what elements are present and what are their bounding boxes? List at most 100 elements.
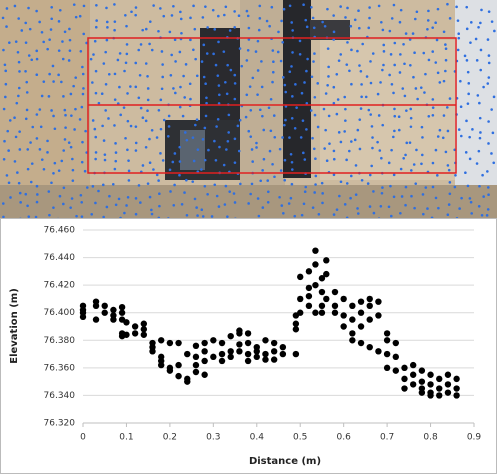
x-tick-label: 0.3 bbox=[206, 433, 220, 443]
lidar-point bbox=[200, 60, 204, 63]
lidar-point bbox=[268, 149, 272, 153]
data-point bbox=[79, 306, 87, 314]
lidar-point bbox=[328, 142, 331, 145]
lidar-point bbox=[227, 131, 230, 134]
data-point bbox=[357, 339, 365, 347]
lidar-point bbox=[468, 157, 472, 161]
lidar-point bbox=[262, 157, 266, 161]
lidar-point bbox=[247, 26, 251, 30]
lidar-point bbox=[72, 3, 76, 6]
lidar-point bbox=[74, 107, 77, 111]
lidar-point bbox=[250, 148, 254, 151]
lidar-point bbox=[180, 31, 183, 35]
lidar-point bbox=[290, 21, 294, 24]
lidar-point bbox=[35, 184, 39, 188]
data-point bbox=[101, 302, 108, 310]
x-tick-label: 0.2 bbox=[163, 433, 177, 443]
lidar-point bbox=[2, 202, 5, 205]
lidar-point bbox=[50, 5, 54, 9]
lidar-point bbox=[356, 128, 360, 132]
lidar-point bbox=[282, 76, 285, 79]
lidar-point bbox=[100, 92, 104, 96]
lidar-point bbox=[137, 96, 141, 100]
lidar-point bbox=[491, 131, 495, 135]
lidar-point bbox=[146, 87, 150, 90]
lidar-point bbox=[116, 102, 120, 105]
data-point bbox=[349, 316, 356, 323]
lidar-point bbox=[4, 82, 8, 86]
lidar-point bbox=[415, 10, 419, 14]
lidar-point bbox=[431, 185, 435, 189]
lidar-point bbox=[62, 202, 65, 206]
lidar-point bbox=[438, 81, 442, 84]
lidar-point bbox=[349, 24, 353, 28]
lidar-point bbox=[312, 26, 316, 30]
lidar-point bbox=[134, 212, 138, 216]
lidar-point bbox=[393, 63, 396, 67]
lidar-point bbox=[27, 6, 30, 10]
lidar-point bbox=[493, 29, 496, 33]
lidar-point bbox=[168, 30, 172, 34]
lidar-point bbox=[492, 95, 496, 99]
lidar-point bbox=[25, 91, 29, 94]
lidar-point bbox=[457, 36, 461, 40]
lidar-point bbox=[458, 207, 461, 210]
data-point bbox=[236, 330, 243, 337]
lidar-point bbox=[381, 68, 384, 72]
lidar-point bbox=[206, 193, 209, 196]
lidar-point bbox=[283, 178, 287, 182]
chart: Elevation (m) Distance (m) 76.320 76.340 7… bbox=[0, 218, 497, 474]
lidar-point bbox=[358, 64, 361, 67]
lidar-point bbox=[67, 59, 71, 62]
data-point bbox=[244, 339, 252, 347]
lidar-point bbox=[465, 5, 469, 9]
lidar-point bbox=[2, 158, 6, 161]
lidar-point bbox=[101, 124, 104, 128]
lidar-point bbox=[159, 7, 162, 10]
lidar-point bbox=[345, 158, 348, 162]
lidar-point bbox=[327, 114, 331, 118]
lidar-point bbox=[61, 57, 65, 61]
lidar-point bbox=[368, 16, 371, 20]
lidar-point bbox=[299, 136, 303, 139]
lidar-point bbox=[71, 168, 75, 172]
lidar-point bbox=[389, 214, 393, 218]
lidar-point bbox=[14, 135, 18, 139]
lidar-point bbox=[118, 52, 122, 55]
lidar-point bbox=[335, 208, 339, 211]
lidar-point bbox=[427, 114, 431, 118]
lidar-point bbox=[211, 8, 215, 12]
lidar-point bbox=[453, 185, 457, 189]
lidar-point bbox=[94, 157, 97, 161]
lidar-point bbox=[134, 197, 138, 200]
lidar-point bbox=[174, 91, 177, 95]
lidar-point bbox=[192, 159, 196, 163]
lidar-point bbox=[223, 203, 227, 206]
lidar-point bbox=[108, 194, 111, 198]
lidar-point bbox=[405, 141, 409, 145]
lidar-point bbox=[436, 7, 440, 11]
lidar-point bbox=[268, 24, 271, 28]
data-point bbox=[318, 288, 326, 296]
lidar-point bbox=[380, 20, 383, 24]
lidar-point bbox=[313, 95, 317, 99]
lidar-point bbox=[13, 160, 17, 163]
lidar-point bbox=[392, 91, 395, 95]
lidar-point bbox=[478, 116, 482, 120]
lidar-point bbox=[195, 118, 199, 122]
lidar-point bbox=[228, 29, 232, 32]
lidar-point bbox=[486, 82, 490, 85]
lidar-point bbox=[158, 192, 161, 195]
lidar-point bbox=[455, 217, 459, 218]
lidar-point bbox=[420, 125, 424, 129]
lidar-point bbox=[111, 183, 115, 186]
lidar-point bbox=[181, 114, 185, 118]
lidar-point bbox=[354, 193, 358, 196]
lidar-point bbox=[124, 136, 127, 140]
lidar-point bbox=[360, 83, 363, 86]
lidar-point bbox=[18, 148, 22, 151]
lidar-point bbox=[246, 48, 250, 52]
lidar-point bbox=[399, 211, 402, 215]
lidar-point bbox=[313, 52, 316, 55]
lidar-point bbox=[224, 5, 228, 9]
